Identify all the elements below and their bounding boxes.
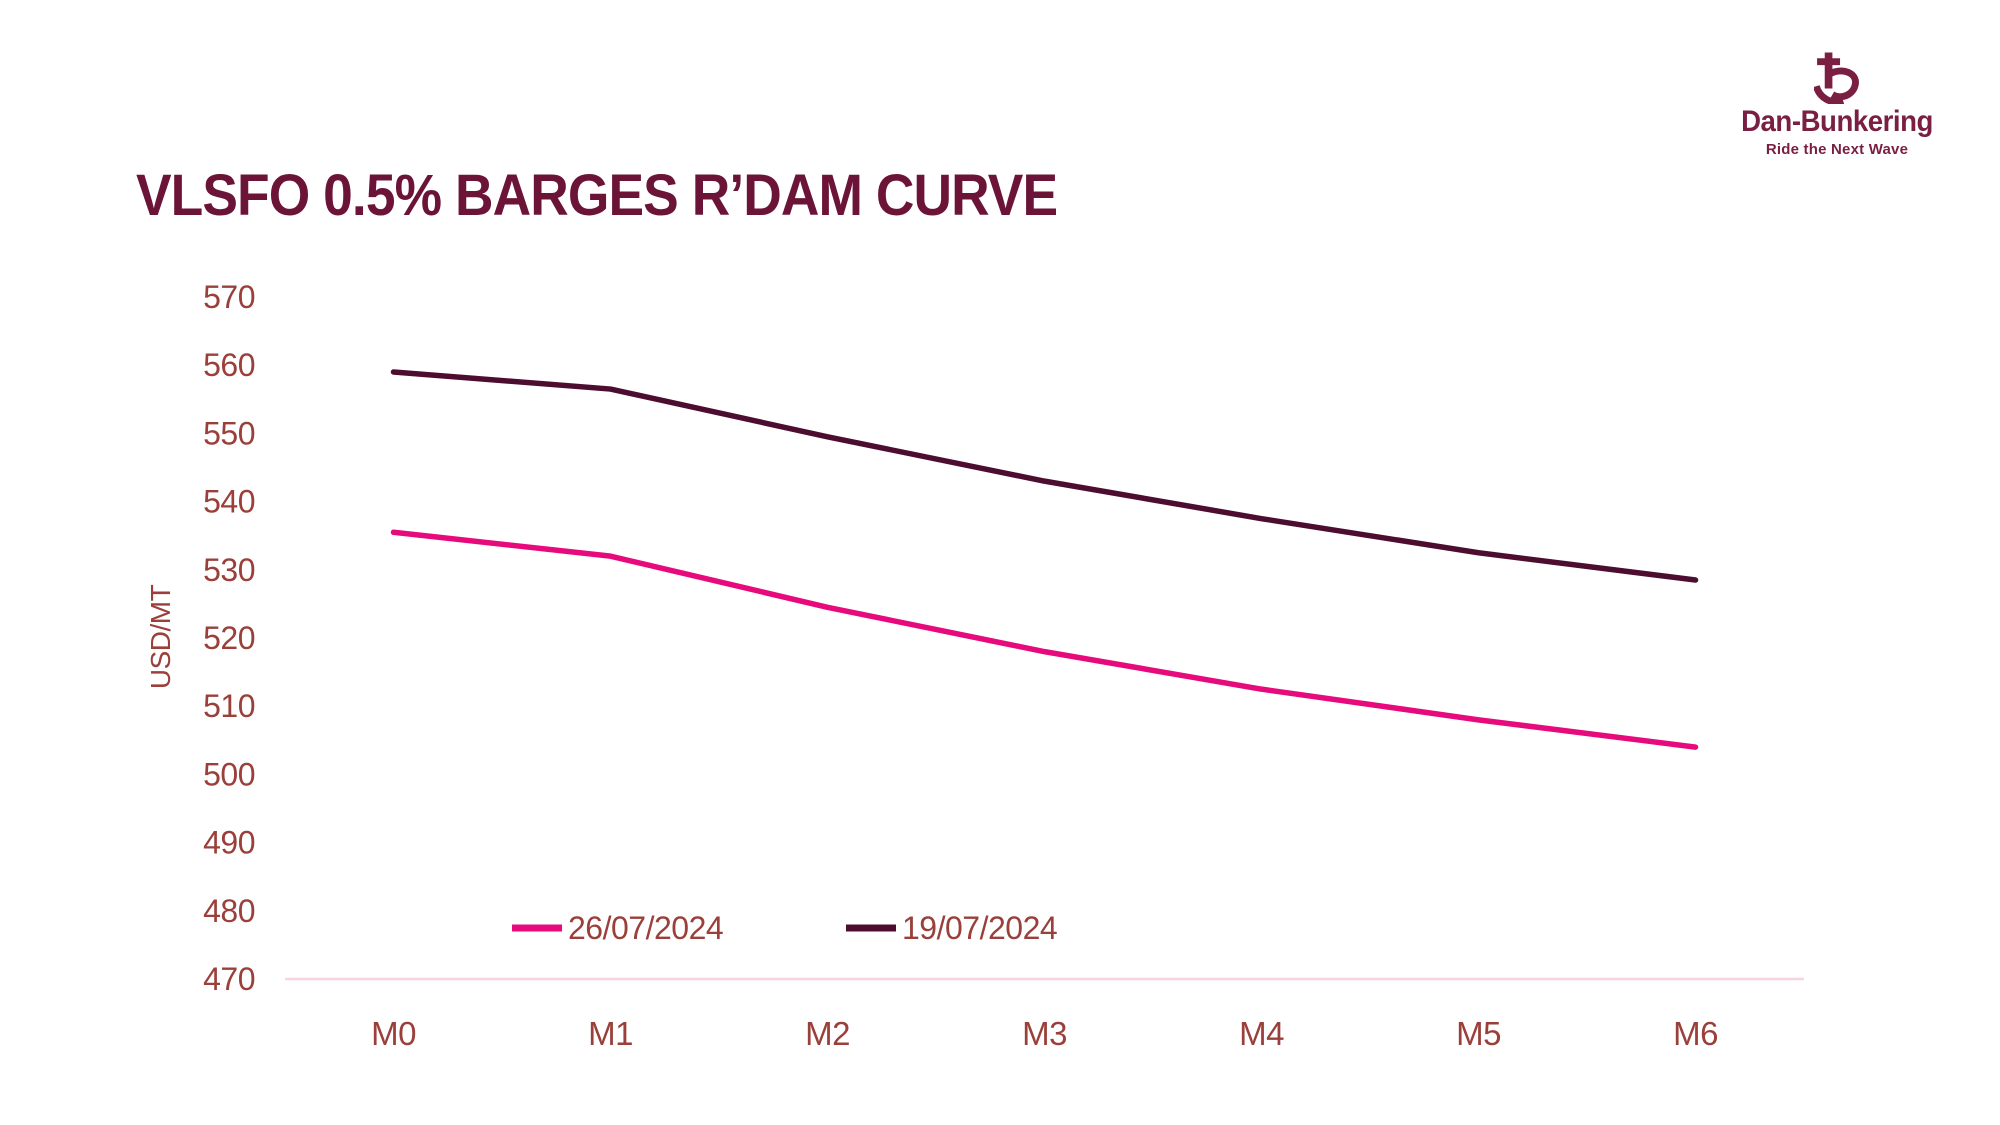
x-axis-category-label: M3 — [1022, 1015, 1067, 1052]
y-axis-tick-label: 570 — [203, 279, 255, 315]
brand-logo: Dan-Bunkering Ride the Next Wave — [1732, 50, 1942, 158]
x-axis-category-label: M6 — [1673, 1015, 1718, 1052]
brand-name: Dan-Bunkering — [1741, 105, 1933, 138]
x-axis-category-label: M1 — [588, 1015, 633, 1052]
x-axis-category-label: M0 — [371, 1015, 416, 1052]
y-axis-tick-label: 500 — [203, 756, 255, 792]
y-axis-tick-label: 550 — [203, 415, 255, 451]
y-axis-title: USD/MT — [145, 584, 176, 689]
y-axis-tick-label: 490 — [203, 825, 255, 861]
brand-tagline: Ride the Next Wave — [1765, 141, 1909, 158]
y-axis-tick-label: 540 — [203, 484, 255, 520]
y-axis-tick-label: 470 — [203, 961, 255, 997]
y-axis-tick-label: 510 — [203, 688, 255, 724]
legend-label: 19/07/2024 — [902, 910, 1057, 946]
page-title: VLSFO 0.5% BARGES R’DAM CURVE — [136, 162, 1058, 228]
x-axis-category-label: M5 — [1456, 1015, 1501, 1052]
x-axis-category-label: M2 — [805, 1015, 850, 1052]
y-axis-tick-label: 480 — [203, 893, 255, 929]
y-axis-tick-label: 560 — [203, 347, 255, 383]
x-axis-category-label: M4 — [1239, 1015, 1284, 1052]
y-axis-tick-label: 520 — [203, 620, 255, 656]
anchor-logo-icon — [1814, 52, 1859, 104]
y-axis-tick-label: 530 — [203, 552, 255, 588]
series-line-26-07-2024 — [390, 529, 1699, 750]
series-line-19-07-2024 — [390, 369, 1699, 583]
legend-label: 26/07/2024 — [568, 910, 723, 946]
